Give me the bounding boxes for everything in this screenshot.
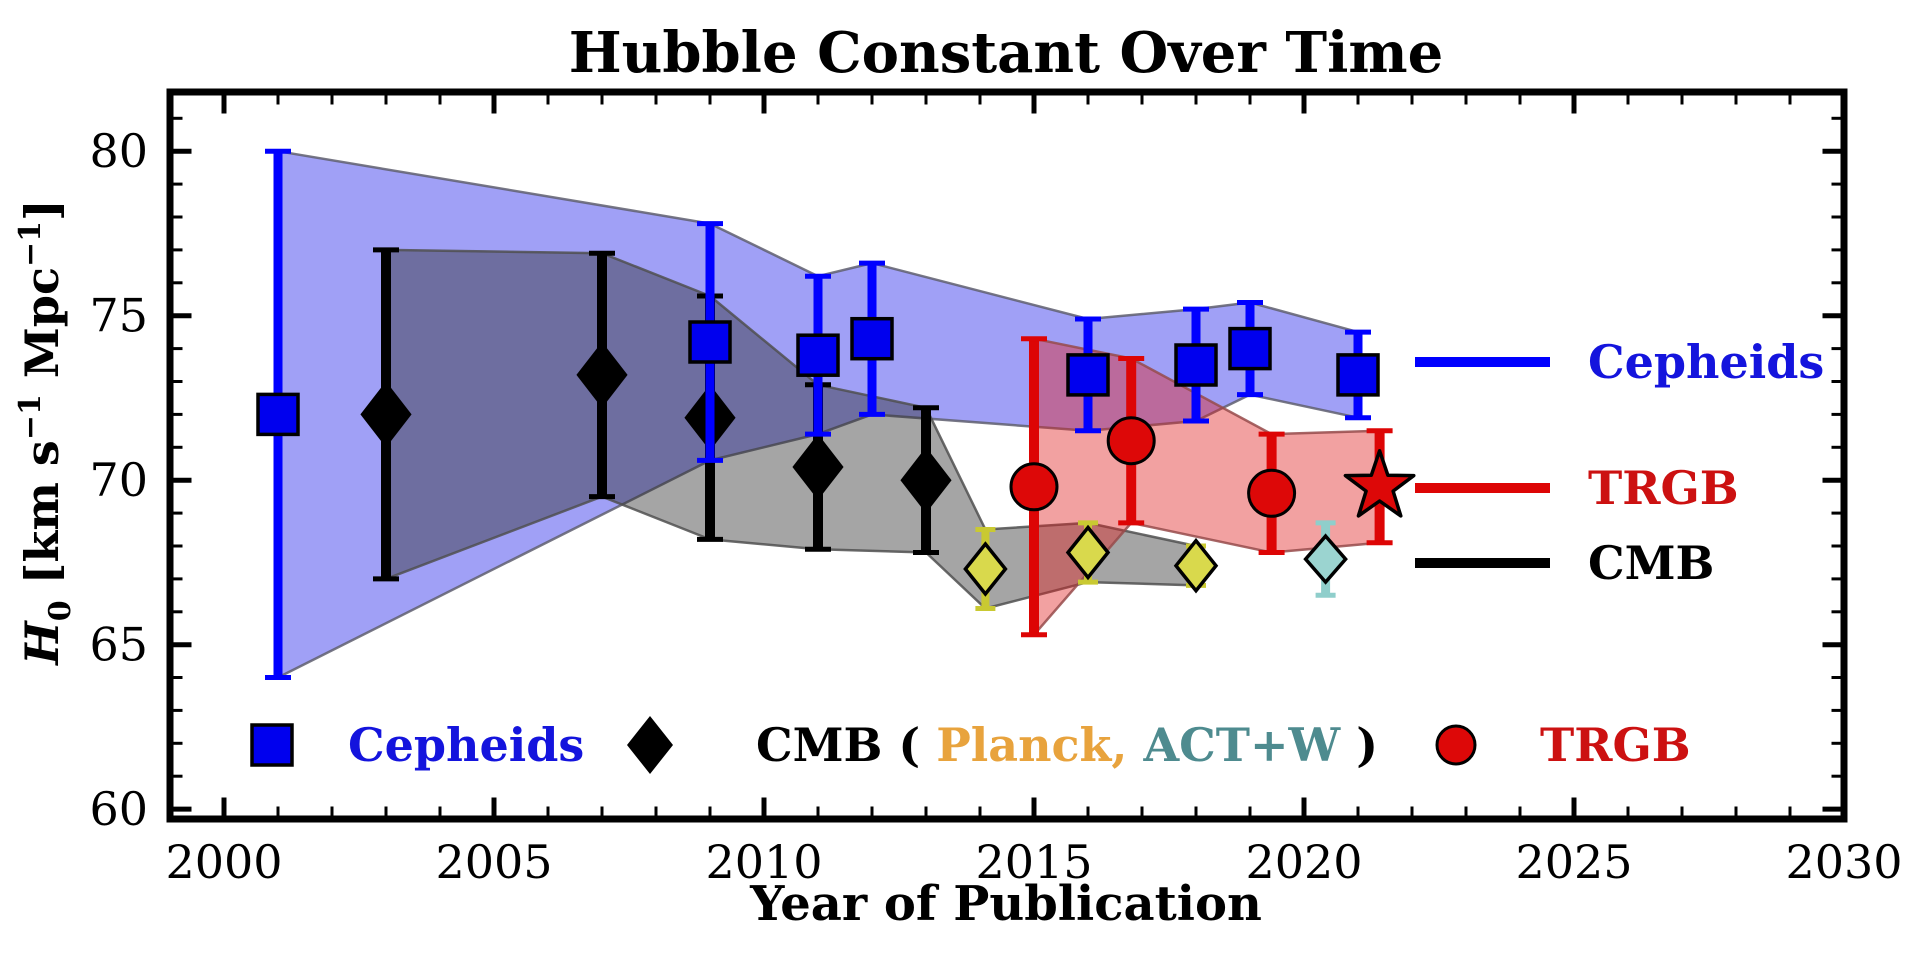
chart-bands [276,149,1381,679]
svg-text:2015: 2015 [975,835,1092,889]
svg-text:2000: 2000 [165,835,282,889]
svg-text:70: 70 [89,453,148,507]
svg-text:80: 80 [89,124,148,178]
svg-text:2020: 2020 [1245,835,1362,889]
x-axis-ticks [221,95,1792,816]
legend-right: Cepheids TRGB CMB [1415,335,1824,590]
y-tick-labels: 60 65 70 75 80 [89,124,148,836]
trgb-circle-icon [1435,724,1477,766]
svg-text:2010: 2010 [705,835,822,889]
x-axis-label: Year of Publication [749,876,1262,932]
legend-bottom-cmb: CMB ( Planck, ACT+W ) [756,718,1378,772]
legend-bottom-trgb: TRGB [1540,718,1691,772]
svg-text:2025: 2025 [1515,835,1632,889]
plot-frame [166,88,1848,823]
x-tick-labels: 2000 2005 2010 2015 2020 2025 2030 [165,835,1902,889]
svg-text:65: 65 [89,618,148,672]
svg-text:2005: 2005 [435,835,552,889]
legend-right-label-cmb: CMB [1588,536,1714,590]
svg-text:2030: 2030 [1785,835,1902,889]
series-trgb [1009,336,1416,638]
legend-bottom: Cepheids CMB ( Planck, ACT+W ) TRGB [250,716,1691,774]
series-cmb_planck [963,520,1219,611]
legend-right-label-trgb: TRGB [1588,461,1739,515]
cmb-diamond-icon [627,716,673,774]
y-axis-label: H0 [km s−1 Mpc−1] [13,199,78,667]
chart-title: Hubble Constant Over Time [569,20,1444,86]
svg-text:60: 60 [89,782,148,836]
y-axis-ticks [173,116,1841,812]
svg-text:75: 75 [89,289,148,343]
legend-bottom-cepheids: Cepheids [348,718,584,772]
series-cmb_act [1303,520,1348,598]
legend-right-label-cepheids: Cepheids [1588,335,1824,389]
series-cepheids [256,148,1380,680]
